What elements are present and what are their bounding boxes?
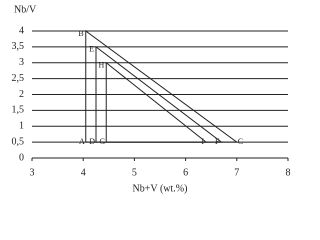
point-label: G	[99, 137, 105, 146]
point-label: H	[98, 61, 104, 70]
point-label: E	[89, 45, 94, 54]
x-tick-label: 6	[183, 167, 188, 178]
chart: Nb/V Nb+V (wt.%) 0 0,5 1 1,5 2 2,5 3 3,5 4 3 4 5 6 7 8…	[12, 4, 291, 194]
y-tick-label: 3	[19, 57, 24, 68]
y-tick-label: 0,5	[12, 136, 25, 147]
triangle-line	[105, 61, 208, 143]
point-label: I	[201, 137, 204, 146]
point-label: F	[215, 137, 220, 146]
y-tick-label: 2,5	[12, 73, 25, 84]
x-tick-label: 8	[286, 167, 291, 178]
x-tick-label: 5	[132, 167, 137, 178]
y-axis-label: Nb/V	[14, 4, 37, 15]
y-tick-label: 1,5	[12, 105, 25, 116]
y-tick-label: 0	[19, 152, 24, 163]
point-label: D	[89, 137, 95, 146]
point-label: B	[78, 29, 83, 38]
x-axis-label: Nb+V (wt.%)	[133, 183, 188, 194]
y-tick-label: 1	[19, 121, 24, 132]
y-tick-label: 3,5	[12, 41, 25, 52]
point-label: C	[238, 137, 243, 146]
triangle-line	[85, 30, 239, 143]
x-tick-label: 4	[81, 167, 86, 178]
y-tick-label: 2	[19, 89, 24, 100]
point-label: A	[79, 137, 85, 146]
y-tick-label: 4	[19, 25, 24, 36]
x-tick-label: 3	[30, 167, 35, 178]
x-tick-label: 7	[234, 167, 239, 178]
